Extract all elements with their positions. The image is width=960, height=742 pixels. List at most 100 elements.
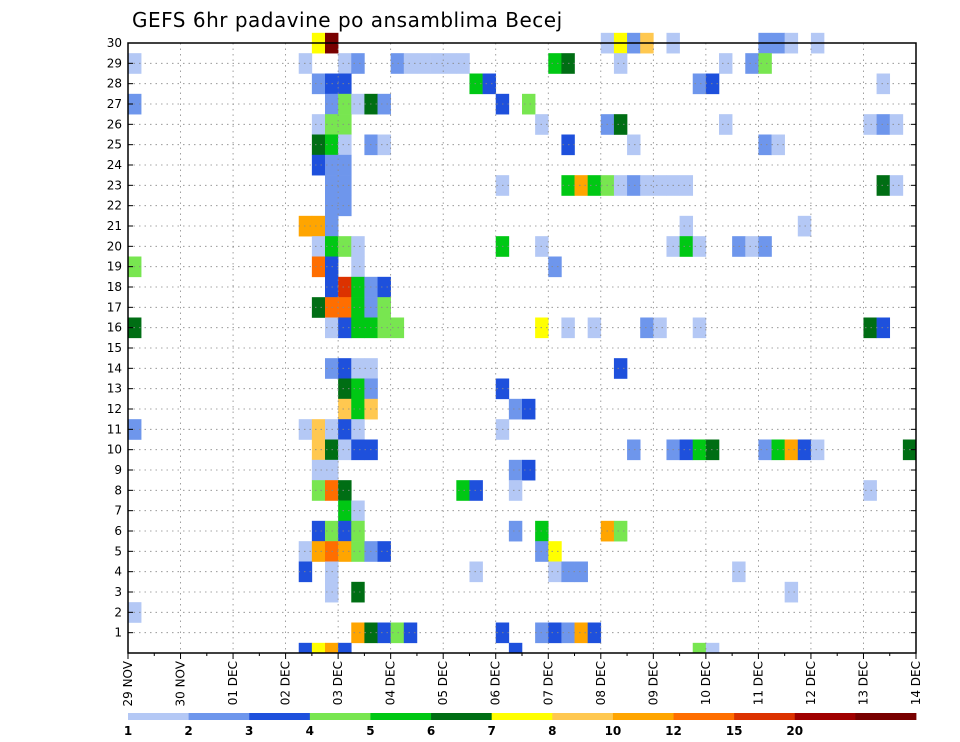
- y-tick-label: 5: [114, 544, 122, 558]
- legend-tick-label: 2: [184, 724, 192, 738]
- y-tick-label: 14: [107, 361, 122, 375]
- y-tick-label: 21: [107, 219, 122, 233]
- heatmap-cell: [311, 541, 326, 562]
- heatmap-cell: [311, 236, 326, 257]
- heatmap-cell: [692, 439, 707, 461]
- heatmap-cell: [351, 276, 365, 298]
- color-legend: 1 2 3 4 5 6 7 8 10 12 15 20: [124, 713, 917, 738]
- heatmap-cell: [338, 93, 352, 115]
- legend-tick-label: 4: [306, 724, 314, 738]
- grid-lines: [128, 42, 916, 653]
- heatmap-cell: [416, 53, 431, 74]
- heatmap-cell: [311, 154, 326, 176]
- heatmap-cell: [311, 297, 326, 318]
- heatmap-cell: [351, 53, 365, 74]
- heatmap-cell: [456, 480, 470, 501]
- legend-swatch: [128, 713, 190, 720]
- heatmap-cell: [784, 581, 799, 603]
- heatmap-cell: [351, 297, 365, 318]
- heatmap-cell: [613, 520, 628, 542]
- plot-frame: [127, 42, 917, 654]
- x-tick-label: 12 DEC: [804, 661, 818, 705]
- heatmap-cell: [692, 236, 707, 257]
- heatmap-cell: [876, 175, 891, 196]
- legend-swatch: [309, 713, 371, 720]
- heatmap-cell: [469, 73, 483, 95]
- heatmap-cell: [338, 114, 352, 135]
- heatmap-cell: [692, 642, 707, 654]
- legend-tick-label: 5: [366, 724, 374, 738]
- x-tick-label: 07 DEC: [541, 661, 555, 705]
- heatmap-cell: [351, 520, 365, 542]
- heatmap-cell: [692, 317, 707, 339]
- heatmap-cell: [311, 215, 326, 237]
- x-tick-label: 09 DEC: [646, 661, 660, 705]
- heatmap-cell: [338, 297, 352, 318]
- heatmap-cell: [679, 439, 694, 461]
- heatmap-cell: [508, 398, 523, 420]
- heatmap-cell: [338, 378, 352, 400]
- legend-swatch: [188, 713, 250, 720]
- heatmap-cell: [627, 439, 641, 461]
- heatmap-cell: [548, 53, 562, 74]
- heatmap-cell: [311, 439, 326, 461]
- heatmap-cell: [311, 459, 326, 481]
- x-tick-label: 10 DEC: [699, 661, 713, 705]
- heatmap-cell: [390, 53, 405, 74]
- x-tick-label: 30 NOV: [174, 660, 188, 706]
- heatmap-cell: [810, 439, 825, 461]
- legend-swatch: [673, 713, 735, 720]
- heatmap-cell: [311, 520, 326, 542]
- heatmap-cell: [338, 439, 352, 461]
- heatmap-cell: [758, 236, 772, 257]
- y-tick-label: 23: [107, 178, 122, 192]
- y-tick-label: 15: [107, 341, 122, 355]
- x-tick-label: 13 DEC: [856, 661, 870, 705]
- heatmap-cell: [745, 53, 759, 74]
- heatmap-cell: [338, 175, 352, 196]
- x-tick-label: 14 DEC: [909, 661, 923, 705]
- heatmap-cell: [640, 317, 654, 339]
- heatmap-cell: [876, 317, 891, 339]
- legend-tick-label: 7: [488, 724, 496, 738]
- legend-swatch: [734, 713, 796, 720]
- heatmap-cell: [876, 114, 891, 135]
- chart-title: GEFS 6hr padavine po ansamblima Becej: [132, 8, 563, 32]
- heatmap-cell: [311, 642, 326, 654]
- heatmap-cell: [338, 500, 352, 522]
- y-tick-label: 20: [107, 239, 122, 253]
- legend-swatch: [794, 713, 856, 720]
- heatmap-cell: [351, 541, 365, 562]
- heatmap-cell: [876, 73, 891, 95]
- heatmap-cell: [390, 622, 405, 644]
- heatmap-cell: [613, 175, 628, 196]
- heatmap-cell: [351, 419, 365, 440]
- heatmap-cell: [508, 480, 523, 501]
- legend-tick-label: 12: [665, 724, 682, 738]
- heatmap-cell: [351, 358, 365, 379]
- heatmap-cell: [863, 317, 877, 339]
- heatmap-cell: [508, 642, 523, 654]
- legend-swatch: [552, 713, 614, 720]
- x-axis: 29 NOV 30 NOV 01 DEC 02 DEC 03 DEC 04 DEC 05 D…: [121, 653, 923, 707]
- y-tick-label: 19: [107, 260, 122, 274]
- y-tick-label: 29: [107, 56, 122, 70]
- heatmap-cell: [311, 256, 326, 278]
- heatmap-cell: [311, 114, 326, 135]
- heatmap-cell: [522, 398, 536, 420]
- y-tick-label: 30: [107, 36, 122, 50]
- heatmap-cell: [298, 642, 313, 654]
- heatmap-cell: [351, 256, 365, 278]
- y-tick-label: 4: [114, 565, 122, 579]
- heatmap-cell: [548, 561, 562, 583]
- x-tick-label: 08 DEC: [594, 661, 608, 705]
- heatmap-cell: [377, 134, 391, 156]
- heatmap-cell: [587, 175, 602, 196]
- y-tick-label: 26: [107, 117, 122, 131]
- heatmap-cell: [705, 73, 720, 95]
- heatmap-cell: [613, 358, 628, 379]
- heatmap-cell: [587, 622, 602, 644]
- heatmap-cell: [338, 642, 352, 654]
- heatmap-cell: [443, 53, 457, 74]
- legend-tick-label: 6: [427, 724, 435, 738]
